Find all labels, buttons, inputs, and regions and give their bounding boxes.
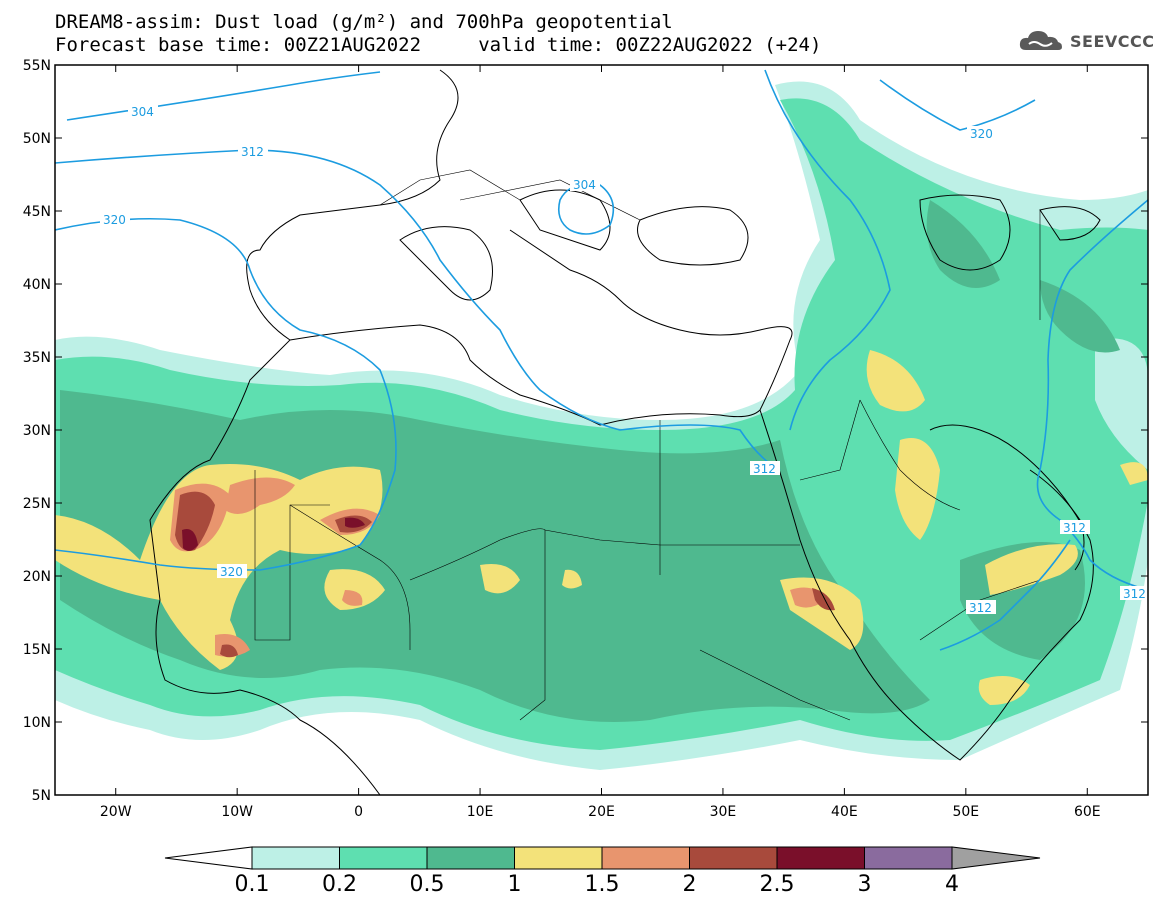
colorbar-label: 1 bbox=[508, 872, 522, 897]
lat-tick-label: 50N bbox=[23, 131, 51, 147]
colorbar-label: 0.1 bbox=[235, 872, 270, 897]
coastlines bbox=[149, 69, 1101, 795]
lon-tick-label: 30E bbox=[710, 804, 737, 820]
colorbar-over-arrow bbox=[951, 846, 1041, 870]
latitude-axis: 55N 50N 45N 40N 35N 30N 25N 20N 15N 10N 5N bbox=[23, 58, 1148, 804]
contour-label: 312 bbox=[1123, 587, 1146, 601]
country-borders bbox=[254, 169, 1041, 721]
colorbar-label: 2 bbox=[683, 872, 697, 897]
lat-tick-label: 20N bbox=[23, 569, 51, 585]
colorbar-swatch bbox=[426, 846, 515, 870]
forecast-times: Forecast base time: 00Z21AUG2022 valid t… bbox=[55, 34, 822, 56]
seevccc-logo: SEEVCCC bbox=[1018, 26, 1158, 56]
lat-tick-label: 55N bbox=[23, 58, 51, 74]
colorbar-swatch bbox=[601, 846, 690, 870]
lat-tick-label: 10N bbox=[23, 715, 51, 731]
contour-label: 312 bbox=[753, 462, 776, 476]
lat-tick-label: 30N bbox=[23, 423, 51, 439]
colorbar-label: 0.2 bbox=[322, 872, 357, 897]
lon-tick-label: 10E bbox=[467, 804, 494, 820]
map-area bbox=[55, 65, 1148, 795]
lon-tick-label: 50E bbox=[952, 804, 979, 820]
contour-312-east bbox=[1036, 199, 1148, 591]
contour-label-group: 304 312 320 304 320 320 312 312 312 312 bbox=[100, 104, 1150, 615]
lon-tick-label: 20W bbox=[100, 804, 132, 820]
contour-label: 320 bbox=[220, 565, 243, 579]
lon-tick-label: 60E bbox=[1074, 804, 1101, 820]
map-title: DREAM8-assim: Dust load (g/m²) and 700hP… bbox=[55, 11, 673, 33]
colorbar: 0.1 0.2 0.5 1 1.5 2 2.5 3 4 bbox=[164, 846, 1041, 897]
colorbar-swatch bbox=[776, 846, 865, 870]
contour-320-northeast-top bbox=[879, 79, 1036, 131]
colorbar-label: 0.5 bbox=[410, 872, 445, 897]
lat-tick-label: 40N bbox=[23, 277, 51, 293]
dust-shading-darkred bbox=[182, 517, 365, 551]
colorbar-swatch bbox=[514, 846, 603, 870]
contour-label: 304 bbox=[573, 178, 596, 192]
colorbar-label: 3 bbox=[858, 872, 872, 897]
lon-tick-label: 40E bbox=[831, 804, 858, 820]
contour-label: 320 bbox=[970, 127, 993, 141]
contour-label: 320 bbox=[103, 213, 126, 227]
lon-tick-label: 10W bbox=[221, 804, 253, 820]
colorbar-swatch bbox=[339, 846, 428, 870]
cloud-logo-icon bbox=[1019, 31, 1062, 50]
colorbar-swatch bbox=[251, 846, 340, 870]
contour-label: 312 bbox=[241, 145, 264, 159]
lat-tick-label: 15N bbox=[23, 642, 51, 658]
contour-320-west bbox=[55, 217, 397, 571]
contour-label: 304 bbox=[131, 105, 154, 119]
lon-tick-label: 0 bbox=[354, 804, 363, 820]
logo-text: SEEVCCC bbox=[1070, 31, 1155, 51]
lat-tick-label: 25N bbox=[23, 496, 51, 512]
colorbar-label: 4 bbox=[945, 872, 959, 897]
colorbar-swatch bbox=[864, 846, 953, 870]
lon-tick-label: 20E bbox=[588, 804, 615, 820]
colorbar-label: 1.5 bbox=[585, 872, 620, 897]
longitude-axis: 20W 10W 0 10E 20E 30E 40E 50E 60E bbox=[100, 65, 1101, 820]
contour-312-arabia bbox=[939, 539, 1071, 651]
colorbar-swatch bbox=[689, 846, 778, 870]
colorbar-under-arrow bbox=[164, 846, 253, 870]
lat-tick-label: 35N bbox=[23, 350, 51, 366]
contour-label: 312 bbox=[1063, 521, 1086, 535]
lat-tick-label: 45N bbox=[23, 204, 51, 220]
contour-label: 312 bbox=[969, 601, 992, 615]
lat-tick-label: 5N bbox=[32, 788, 51, 804]
colorbar-label: 2.5 bbox=[760, 872, 795, 897]
contour-320-north-east bbox=[764, 69, 891, 431]
